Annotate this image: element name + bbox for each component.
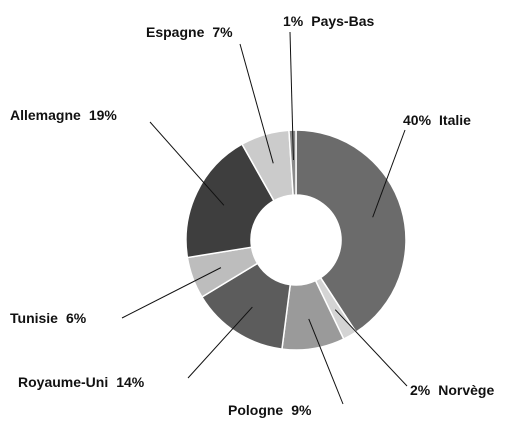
category-label: Italie — [439, 112, 471, 128]
category-label: Royaume-Uni — [18, 374, 108, 390]
value-label: 6% — [66, 310, 87, 326]
slice-label: Pologne 9% — [228, 402, 312, 418]
slice — [288, 129, 297, 196]
value-label: 40% — [403, 112, 432, 128]
leader-line — [372, 129, 406, 218]
category-label: Allemagne — [10, 107, 81, 123]
slice-label: 1% Pays-Bas — [283, 13, 374, 29]
value-label: 1% — [283, 13, 304, 29]
leader-line — [334, 309, 408, 387]
leader-line — [289, 31, 294, 161]
category-label: Norvège — [438, 382, 494, 398]
slice-label: Royaume-Uni 14% — [18, 374, 145, 390]
category-label: Espagne — [146, 24, 205, 40]
value-label: 14% — [116, 374, 145, 390]
slice-label: 40% Italie — [403, 112, 471, 128]
leader-line — [121, 267, 222, 319]
slice — [185, 143, 275, 259]
slice-label: Espagne 7% — [146, 24, 233, 40]
category-label: Tunisie — [10, 310, 58, 326]
slice-label: Allemagne 19% — [10, 107, 117, 123]
value-label: 7% — [212, 24, 233, 40]
slice-label: 2% Norvège — [410, 382, 494, 398]
leader-line — [149, 121, 225, 206]
leader-line — [239, 43, 274, 164]
category-label: Pologne — [228, 402, 283, 418]
slice-label: Tunisie 6% — [10, 310, 87, 326]
value-label: 9% — [291, 402, 312, 418]
category-label: Pays-Bas — [311, 13, 374, 29]
leader-line — [308, 318, 344, 405]
leader-line — [187, 306, 253, 379]
value-label: 19% — [89, 107, 118, 123]
value-label: 2% — [410, 382, 431, 398]
